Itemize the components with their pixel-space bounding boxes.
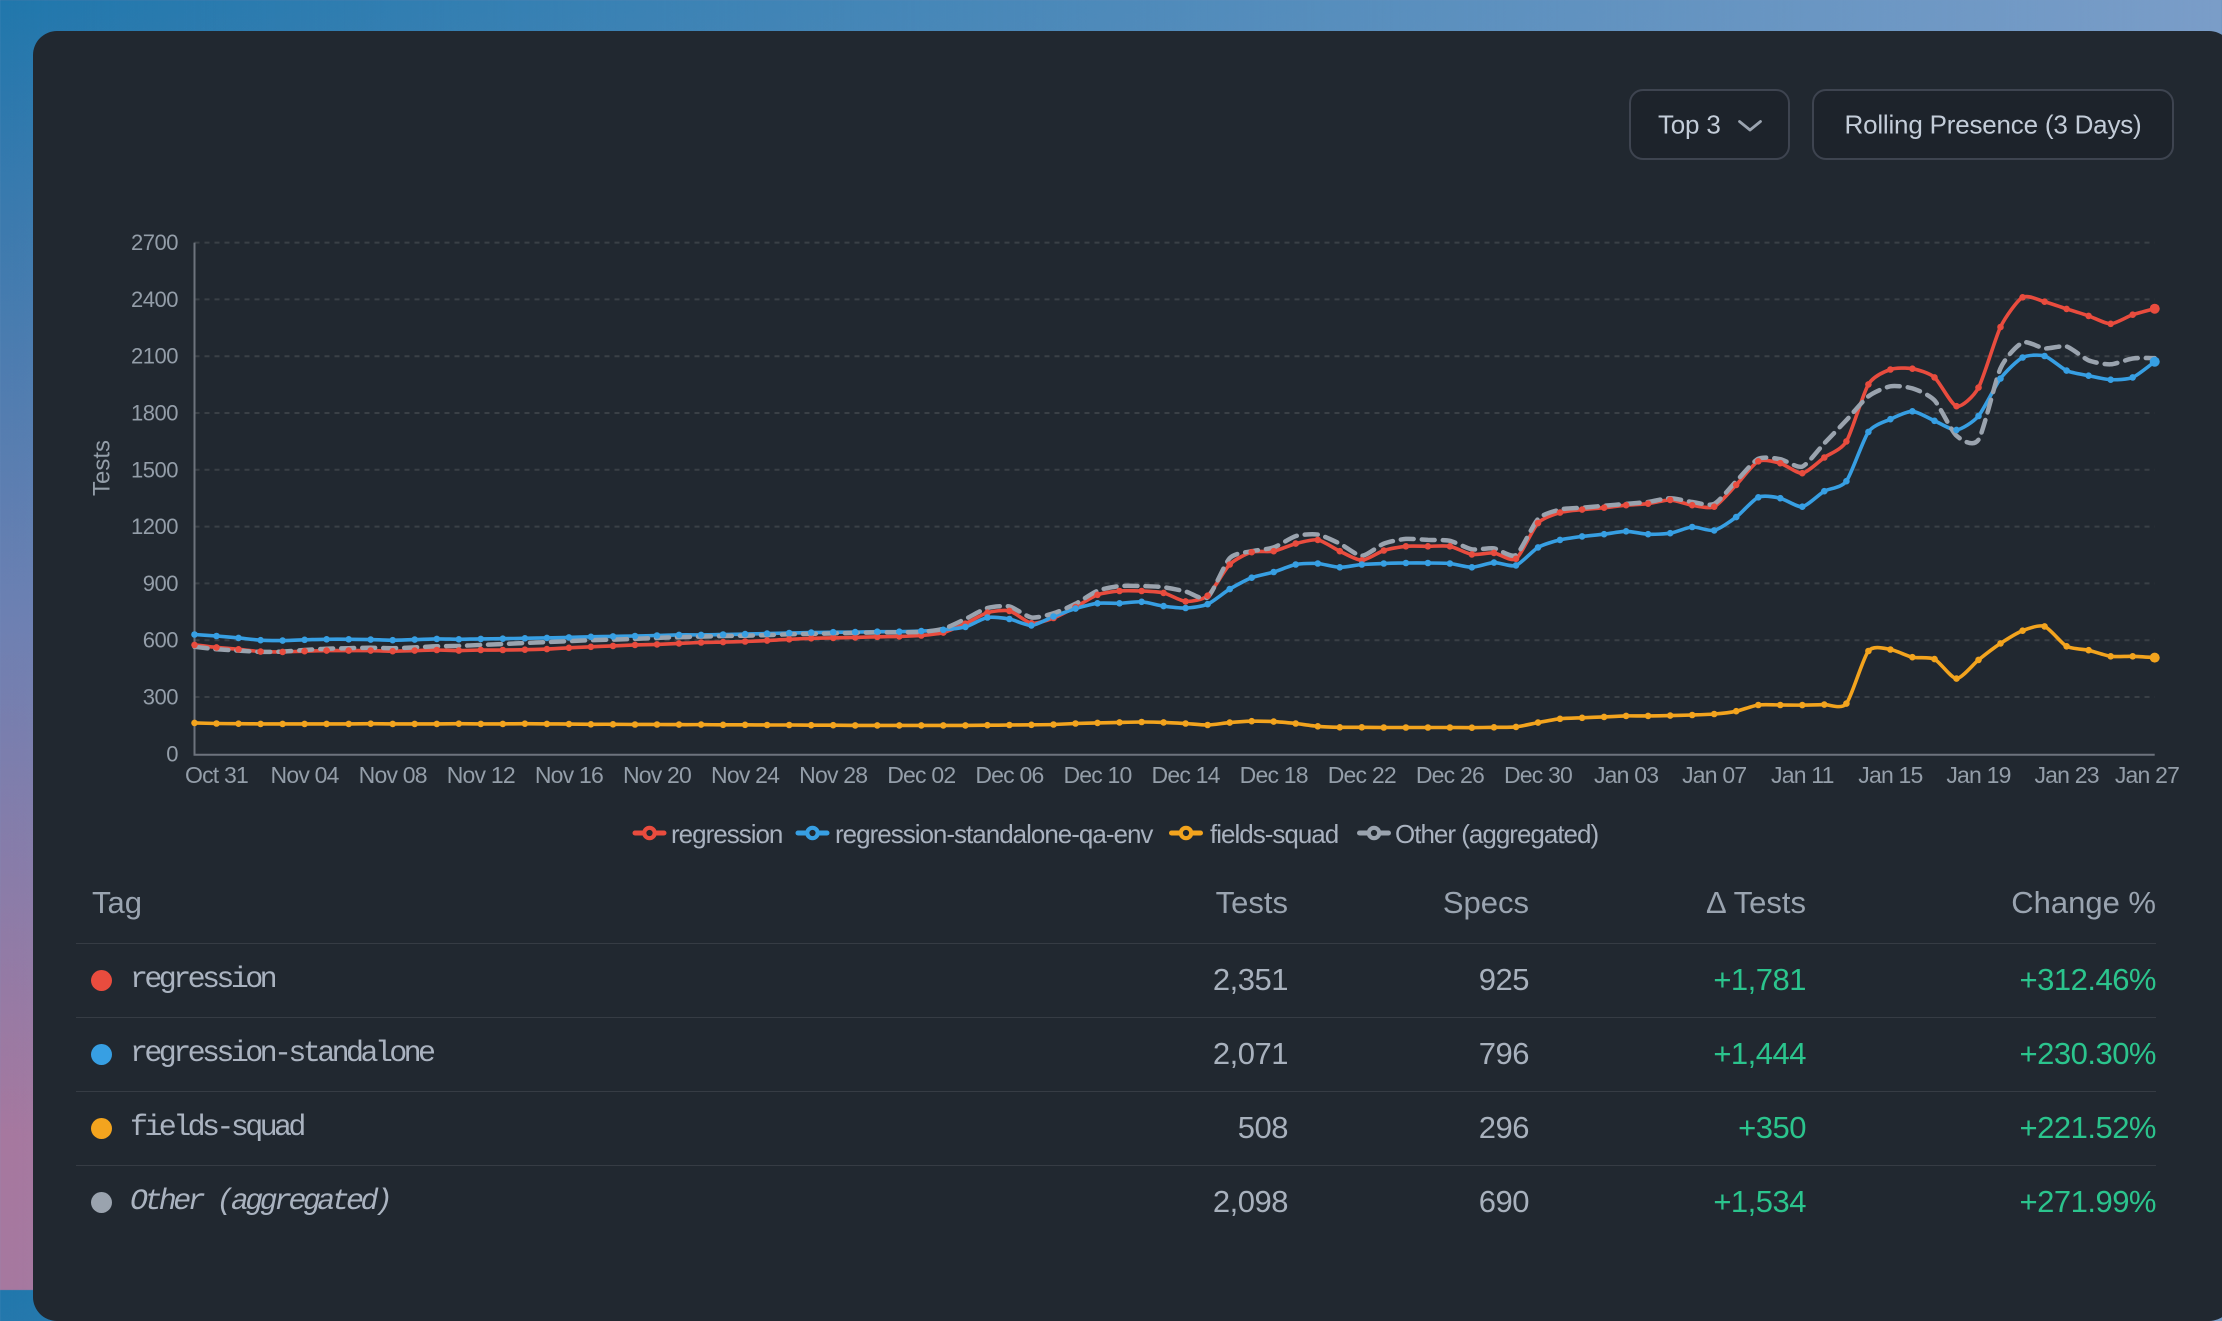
svg-text:Dec 06: Dec 06 — [975, 762, 1043, 788]
svg-text:1200: 1200 — [131, 514, 178, 539]
svg-text:600: 600 — [143, 628, 178, 653]
svg-text:Jan 15: Jan 15 — [1858, 762, 1922, 788]
svg-text:2700: 2700 — [131, 230, 178, 255]
svg-text:0: 0 — [166, 741, 178, 766]
svg-text:Oct 31: Oct 31 — [185, 762, 248, 788]
svg-text:Dec 26: Dec 26 — [1416, 762, 1484, 788]
svg-text:Jan 27: Jan 27 — [2115, 762, 2179, 788]
svg-text:Jan 03: Jan 03 — [1594, 762, 1658, 788]
svg-text:Nov 16: Nov 16 — [535, 762, 603, 788]
svg-text:regression-standalone-qa-env: regression-standalone-qa-env — [835, 819, 1153, 849]
svg-text:Dec 02: Dec 02 — [887, 762, 955, 788]
svg-text:2400: 2400 — [131, 287, 178, 312]
svg-text:1800: 1800 — [131, 401, 178, 426]
svg-text:Nov 24: Nov 24 — [711, 762, 780, 788]
svg-text:Nov 20: Nov 20 — [623, 762, 691, 788]
svg-text:Dec 10: Dec 10 — [1063, 762, 1131, 788]
svg-text:Nov 04: Nov 04 — [271, 762, 340, 788]
svg-text:Dec 18: Dec 18 — [1240, 762, 1308, 788]
svg-text:Jan 07: Jan 07 — [1682, 762, 1746, 788]
svg-text:Dec 22: Dec 22 — [1328, 762, 1396, 788]
svg-text:Jan 19: Jan 19 — [1946, 762, 2010, 788]
svg-text:900: 900 — [143, 571, 178, 596]
svg-text:Dec 14: Dec 14 — [1152, 762, 1221, 788]
svg-text:fields-squad: fields-squad — [1210, 819, 1338, 849]
svg-text:Nov 12: Nov 12 — [447, 762, 515, 788]
svg-text:Other (aggregated): Other (aggregated) — [1395, 819, 1598, 849]
svg-text:1500: 1500 — [131, 457, 178, 482]
svg-text:Jan 11: Jan 11 — [1771, 762, 1834, 788]
svg-text:2100: 2100 — [131, 344, 178, 369]
svg-text:Dec 30: Dec 30 — [1504, 762, 1572, 788]
svg-text:regression: regression — [671, 819, 782, 849]
svg-text:300: 300 — [143, 685, 178, 710]
svg-text:Tests: Tests — [89, 440, 116, 496]
svg-text:Nov 08: Nov 08 — [359, 762, 427, 788]
svg-text:Jan 23: Jan 23 — [2034, 762, 2098, 788]
svg-text:Nov 28: Nov 28 — [799, 762, 867, 788]
